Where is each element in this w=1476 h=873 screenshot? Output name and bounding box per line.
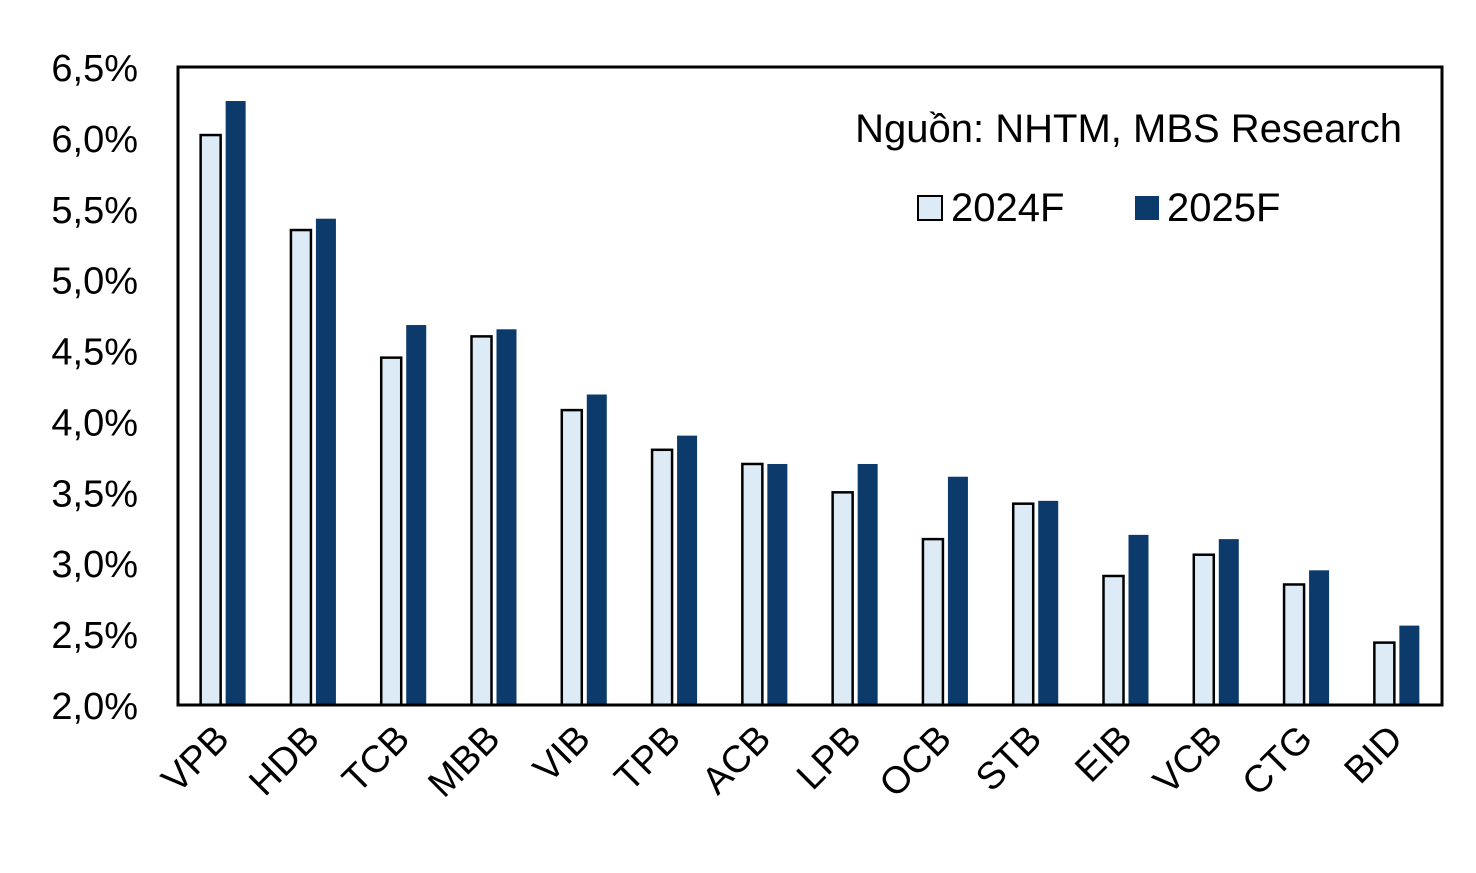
y-tick-label: 2,5% [51,615,138,657]
y-tick-label: 4,5% [51,332,138,374]
bar-hdb-2025f [315,218,336,706]
legend-swatch-2025f [1135,196,1159,220]
bar-vpb-2024f [199,133,222,707]
bar-vib-2024f [560,408,584,707]
bar-ctg-2025f [1309,570,1330,705]
plot-frame [176,65,1444,707]
x-axis: VPB HDB TCB MBB VIB TPB ACB LPB OCB STB EIB VCB CTG B… [154,718,1411,806]
y-tick-label: 5,0% [51,261,138,303]
bar-ocb-2025f [947,476,968,705]
legend-swatch-2024f [917,195,943,221]
y-tick-label: 6,0% [51,119,138,161]
y-tick-label: 3,5% [51,473,138,515]
legend: 2024F 2025F [917,186,1280,230]
bar-stb-2024f [1011,502,1035,707]
x-tick-label-eib: EIB [1067,718,1140,791]
bar-mbb-2024f [470,335,493,707]
y-tick-label: 4,0% [51,402,138,444]
legend-label-2024f: 2024F [951,186,1064,230]
x-tick-label-lpb: LPB [789,718,869,798]
bar-lpb-2024f [831,491,854,707]
x-tick-label-tcb: TCB [335,718,418,801]
bar-bid-2024f [1373,641,1396,707]
x-tick-label-ocb: OCB [872,718,960,806]
bars-layer [199,101,1420,707]
bar-vpb-2025f [225,101,246,705]
bar-tpb-2024f [650,448,674,707]
x-tick-label-acb: ACB [694,718,779,803]
x-tick-label-hdb: HDB [241,718,327,804]
y-tick-label: 6,5% [51,48,138,90]
bar-vcb-2024f [1192,553,1216,707]
bar-eib-2024f [1102,574,1125,707]
legend-label-2025f: 2025F [1167,186,1280,230]
bar-tcb-2025f [406,325,427,705]
y-tick-label: 5,5% [51,190,138,232]
bar-hdb-2024f [289,228,313,707]
bar-tpb-2025f [677,435,698,705]
bar-bid-2025f [1399,625,1420,705]
x-tick-label-vpb: VPB [154,718,237,801]
x-tick-label-stb: STB [968,718,1050,800]
bar-lpb-2025f [857,463,878,705]
bar-ocb-2024f [921,537,945,707]
x-tick-label-mbb: MBB [420,718,508,806]
bar-mbb-2025f [496,329,517,705]
bar-vcb-2025f [1218,539,1239,705]
bar-vib-2025f [586,394,607,705]
bar-tcb-2024f [379,356,403,707]
bar-eib-2025f [1128,534,1149,705]
y-axis: 2,0% 2,5% 3,0% 3,5% 4,0% 4,5% 5,0% 5,5% 6,0% 6,5% [51,48,138,728]
bar-stb-2025f [1038,500,1059,705]
x-tick-label-vcb: VCB [1146,718,1231,803]
x-tick-label-bid: BID [1337,718,1412,793]
bar-acb-2025f [767,463,788,705]
x-tick-label-vib: VIB [526,718,599,791]
source-annotation: Nguồn: NHTM, MBS Research [855,107,1402,151]
y-tick-label: 2,0% [51,686,138,728]
y-tick-label: 3,0% [51,544,138,586]
x-tick-label-ctg: CTG [1235,718,1321,804]
bar-ctg-2024f [1282,583,1306,707]
x-tick-label-tpb: TPB [607,718,689,800]
bar-acb-2024f [741,462,764,707]
